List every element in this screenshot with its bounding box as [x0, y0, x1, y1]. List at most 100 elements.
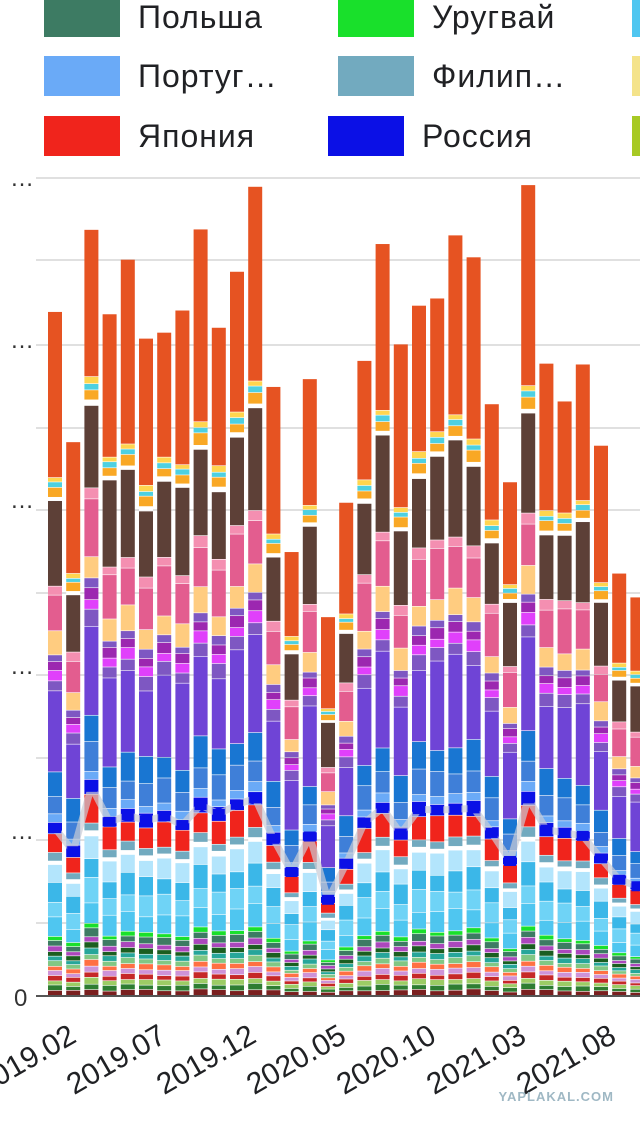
- russia-marker: [158, 811, 171, 822]
- bar-segment: [84, 405, 99, 488]
- bar-segment: [248, 837, 263, 842]
- bar-segment: [339, 920, 354, 936]
- bar-segment: [375, 629, 390, 640]
- bar-segment: [321, 720, 335, 723]
- legend-swatch: [338, 56, 414, 96]
- bar-segment: [466, 665, 481, 740]
- bar-segment: [594, 962, 608, 966]
- bar-segment: [612, 680, 627, 722]
- bar-segment: [448, 935, 463, 942]
- bar-segment: [612, 978, 627, 981]
- bar-segment: [266, 981, 281, 986]
- bar-segment: [175, 882, 190, 901]
- bar-segment: [630, 597, 640, 671]
- bar-segment: [430, 452, 445, 457]
- bar-segment: [466, 257, 481, 439]
- bar-segment: [466, 546, 481, 558]
- bar-segment: [484, 613, 499, 657]
- bar-segment: [102, 575, 117, 619]
- bar-segment: [102, 961, 117, 966]
- bar-segment: [539, 920, 554, 935]
- legend-item[interactable]: [632, 0, 640, 37]
- legend: Польша Уругвай Португ… Филип… Япония Россия: [0, 0, 640, 170]
- bar-segment: [248, 408, 263, 511]
- legend-item[interactable]: [632, 116, 640, 156]
- bar-segment: [521, 978, 536, 983]
- bar-segment: [157, 847, 172, 854]
- bar-segment: [48, 487, 62, 497]
- bar-segment: [139, 756, 153, 784]
- bar-segment: [503, 920, 517, 933]
- bar-segment: [48, 861, 62, 865]
- bar-segment: [48, 681, 62, 691]
- bar-segment: [575, 694, 590, 704]
- bar-segment: [466, 939, 481, 945]
- legend-item[interactable]: Польша: [44, 0, 263, 37]
- bar-segment: [84, 858, 99, 878]
- bar-segment: [430, 985, 445, 991]
- bar-segment: [503, 752, 517, 819]
- bar-segment: [230, 947, 244, 953]
- bar-segment: [412, 968, 426, 974]
- bar-segment: [521, 931, 536, 938]
- bar-segment: [412, 645, 426, 655]
- bar-segment: [557, 963, 572, 967]
- bar-segment: [557, 861, 572, 867]
- bar-segment: [430, 853, 445, 876]
- legend-item[interactable]: Филип…: [338, 56, 566, 96]
- bar-segment: [120, 259, 135, 444]
- russia-marker: [540, 824, 553, 835]
- bar-segment: [612, 573, 627, 663]
- bar-segment: [102, 647, 117, 658]
- bar-segment: [539, 795, 554, 816]
- bar-segment: [193, 989, 208, 995]
- bar-segment: [193, 547, 208, 587]
- bar-segment: [357, 360, 372, 480]
- bar-segment: [175, 683, 190, 770]
- bar-segment: [248, 186, 263, 381]
- bar-segment: [175, 863, 190, 883]
- bar-segment: [157, 635, 172, 643]
- bar-segment: [430, 639, 445, 648]
- bar-segment: [284, 970, 299, 974]
- bar-segment: [248, 381, 263, 386]
- bar-segment: [266, 534, 281, 539]
- bar-segment: [321, 714, 335, 721]
- bar-segment: [175, 946, 190, 952]
- bar-segment: [393, 857, 408, 865]
- legend-item[interactable]: Уругвай: [338, 0, 555, 37]
- bar-segment: [630, 789, 640, 794]
- bar-segment: [430, 891, 445, 912]
- bar-segment: [630, 924, 640, 933]
- bar-segment: [393, 957, 408, 961]
- bar-segment: [484, 404, 499, 520]
- legend-item[interactable]: Россия: [328, 116, 533, 156]
- bar-segment: [321, 791, 335, 805]
- bar-segment: [266, 539, 281, 544]
- bar-segment: [594, 986, 608, 991]
- bar-segment: [484, 888, 499, 903]
- bar-segment: [211, 327, 226, 466]
- bar-segment: [375, 931, 390, 935]
- bar-segment: [339, 767, 354, 816]
- bar-segment: [521, 761, 536, 782]
- legend-item[interactable]: Япония: [44, 116, 255, 156]
- bar-segment: [357, 936, 372, 940]
- bar-segment: [503, 584, 517, 589]
- bar-segment: [521, 409, 536, 413]
- legend-item[interactable]: [632, 56, 640, 96]
- bar-segment: [412, 670, 426, 742]
- bar-segment: [594, 888, 608, 901]
- bar-segment: [175, 900, 190, 916]
- bar-segment: [575, 955, 590, 959]
- bar-segment: [48, 956, 62, 961]
- bar-segment: [539, 950, 554, 956]
- bar-segment: [66, 710, 81, 718]
- bar-segment: [539, 971, 554, 975]
- bar-segment: [193, 983, 208, 989]
- bar-segment: [539, 531, 554, 535]
- bar-segment: [521, 413, 536, 513]
- bar-segment: [248, 386, 263, 393]
- legend-item[interactable]: Португ…: [44, 56, 278, 96]
- bar-segment: [302, 696, 317, 706]
